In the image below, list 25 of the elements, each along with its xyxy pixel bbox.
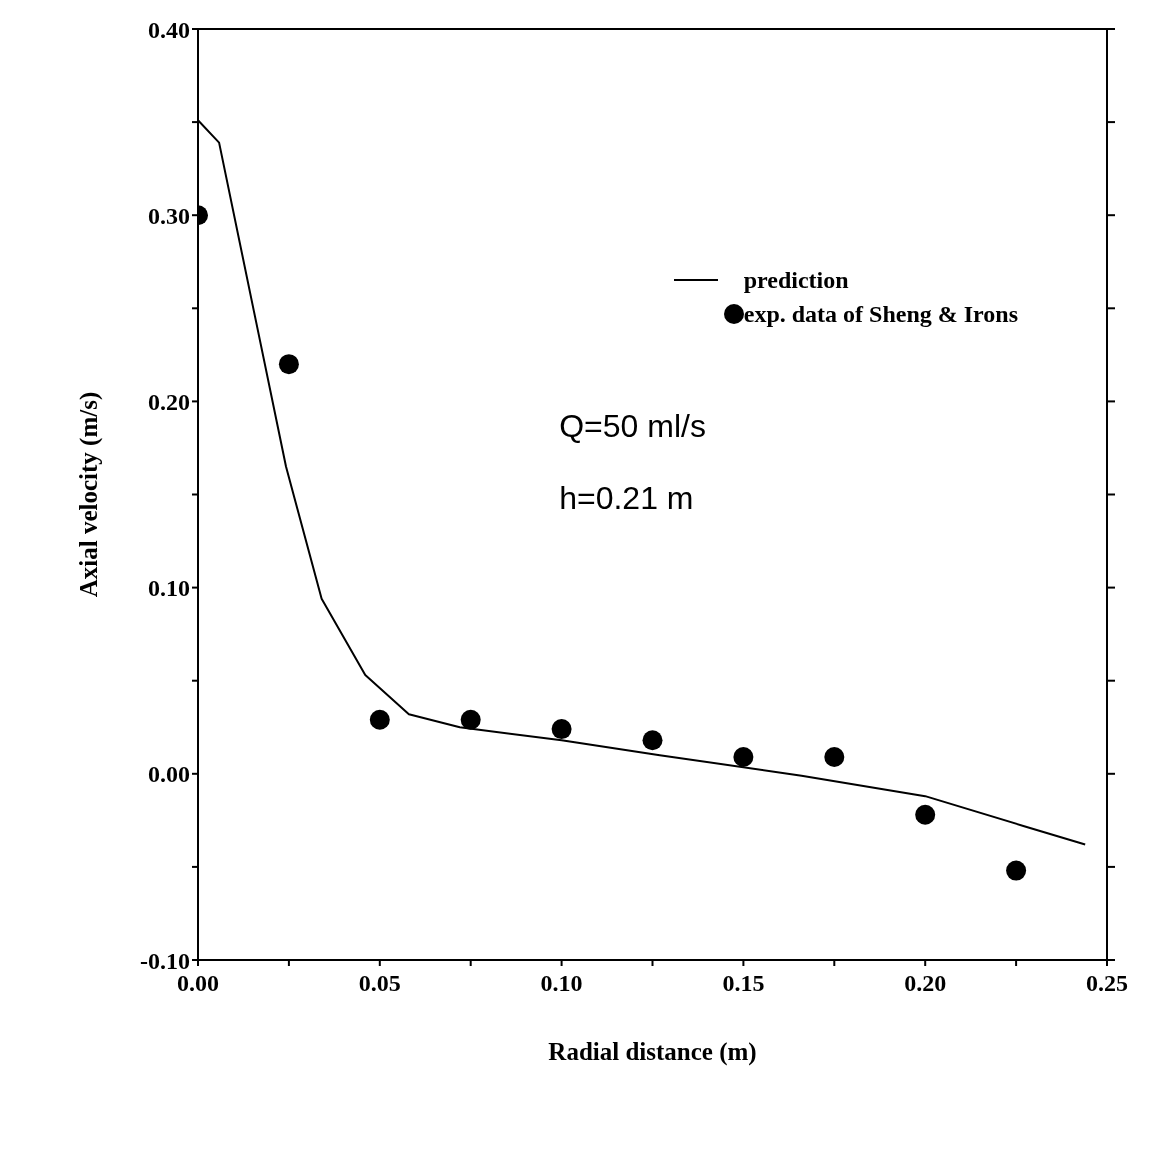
point [642,730,663,751]
point [551,719,572,740]
legend-label: prediction [743,266,849,294]
point [278,354,299,375]
annotation: h=0.21 m [559,480,694,517]
y-axis-title: Axial velocity (m/s) [74,391,103,598]
point [915,804,936,825]
y-tick-label: 0.40 [148,16,190,43]
point [1006,860,1027,881]
x-tick-label: 0.20 [904,970,947,997]
point [369,709,390,730]
x-tick-label: 0.05 [358,970,401,997]
y-tick-label: 0.10 [148,575,190,602]
x-tick-label: 0.10 [540,970,583,997]
x-tick-label: 0.15 [722,970,765,997]
y-tick-label: 0.00 [148,761,190,788]
annotation: Q=50 ml/s [559,408,706,445]
y-tick-label: 0.30 [148,202,190,229]
point [460,709,481,730]
x-tick-label: 0.25 [1086,970,1128,997]
point [733,747,754,768]
legend-label: exp. data of Sheng & Irons [743,300,1018,328]
y-tick-label: 0.20 [148,388,190,415]
x-axis-title: Radial distance (m) [548,1038,757,1066]
point [824,747,845,768]
